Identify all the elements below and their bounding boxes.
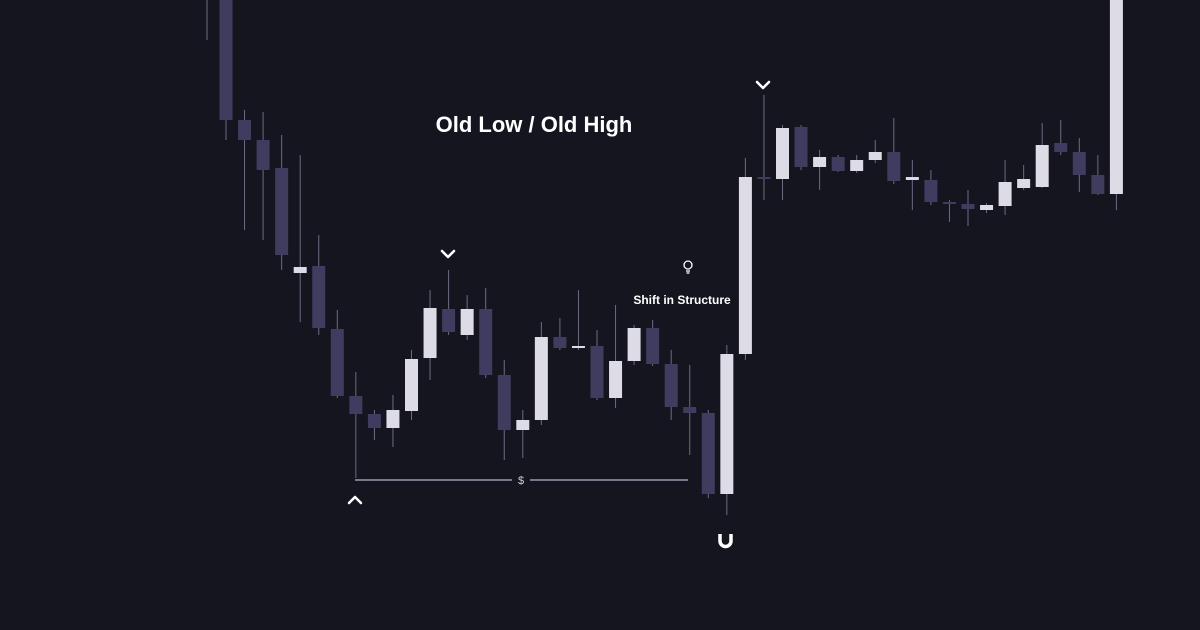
candle-body	[794, 127, 808, 167]
candle-body	[386, 410, 400, 428]
candle-body	[720, 354, 734, 494]
candle-body	[460, 309, 474, 335]
candle-body	[757, 177, 771, 179]
chart-title: Old Low / Old High	[436, 112, 633, 137]
candle-body	[942, 202, 956, 204]
candle-body	[961, 204, 975, 209]
candle-body	[609, 361, 623, 398]
candle-body	[479, 309, 493, 375]
candle-body	[256, 140, 270, 170]
candle-body	[776, 128, 789, 179]
candle-body	[905, 177, 919, 180]
candle-body	[330, 329, 344, 396]
candle-body	[516, 420, 530, 430]
candle-body	[850, 160, 864, 171]
candle-body	[349, 396, 363, 414]
candle-body	[646, 328, 660, 364]
candle-body	[423, 308, 437, 358]
candle-body	[293, 267, 307, 273]
candle-body	[571, 346, 585, 348]
candle-body	[497, 375, 511, 430]
candle-body	[219, 0, 233, 120]
candle-body	[553, 337, 567, 348]
chevron-down-icon	[440, 249, 456, 259]
range-label: $	[518, 475, 524, 487]
candle-body	[664, 364, 678, 407]
candle-body	[980, 205, 994, 210]
bulb-icon	[683, 260, 693, 274]
candle-body	[1091, 175, 1105, 194]
magnet-icon	[718, 534, 733, 549]
chevron-down-icon	[755, 80, 771, 90]
candle-body	[683, 407, 697, 413]
candle-body	[312, 266, 326, 328]
candle-body	[405, 359, 418, 411]
candle-body	[238, 120, 252, 140]
candle-body	[924, 180, 938, 202]
candle-body	[887, 152, 901, 181]
candle-body	[1017, 179, 1031, 188]
candle-body	[275, 168, 289, 255]
candle-body	[701, 413, 715, 494]
candle-body	[1109, 0, 1123, 194]
chevron-up-icon	[347, 495, 363, 505]
candle-body	[442, 309, 456, 332]
candle-body	[998, 182, 1012, 206]
candle-body	[367, 414, 381, 428]
candle-body	[534, 337, 548, 420]
candle-body	[831, 157, 845, 171]
candle-body	[868, 152, 882, 160]
candle-body	[1054, 143, 1068, 152]
candle-body	[590, 346, 604, 398]
candle-body	[813, 157, 827, 167]
candle-body	[627, 328, 641, 361]
candle-body	[738, 177, 752, 354]
candle-body	[1035, 145, 1049, 187]
annotation-label: Shift in Structure	[633, 293, 731, 307]
candle-body	[1072, 152, 1086, 175]
